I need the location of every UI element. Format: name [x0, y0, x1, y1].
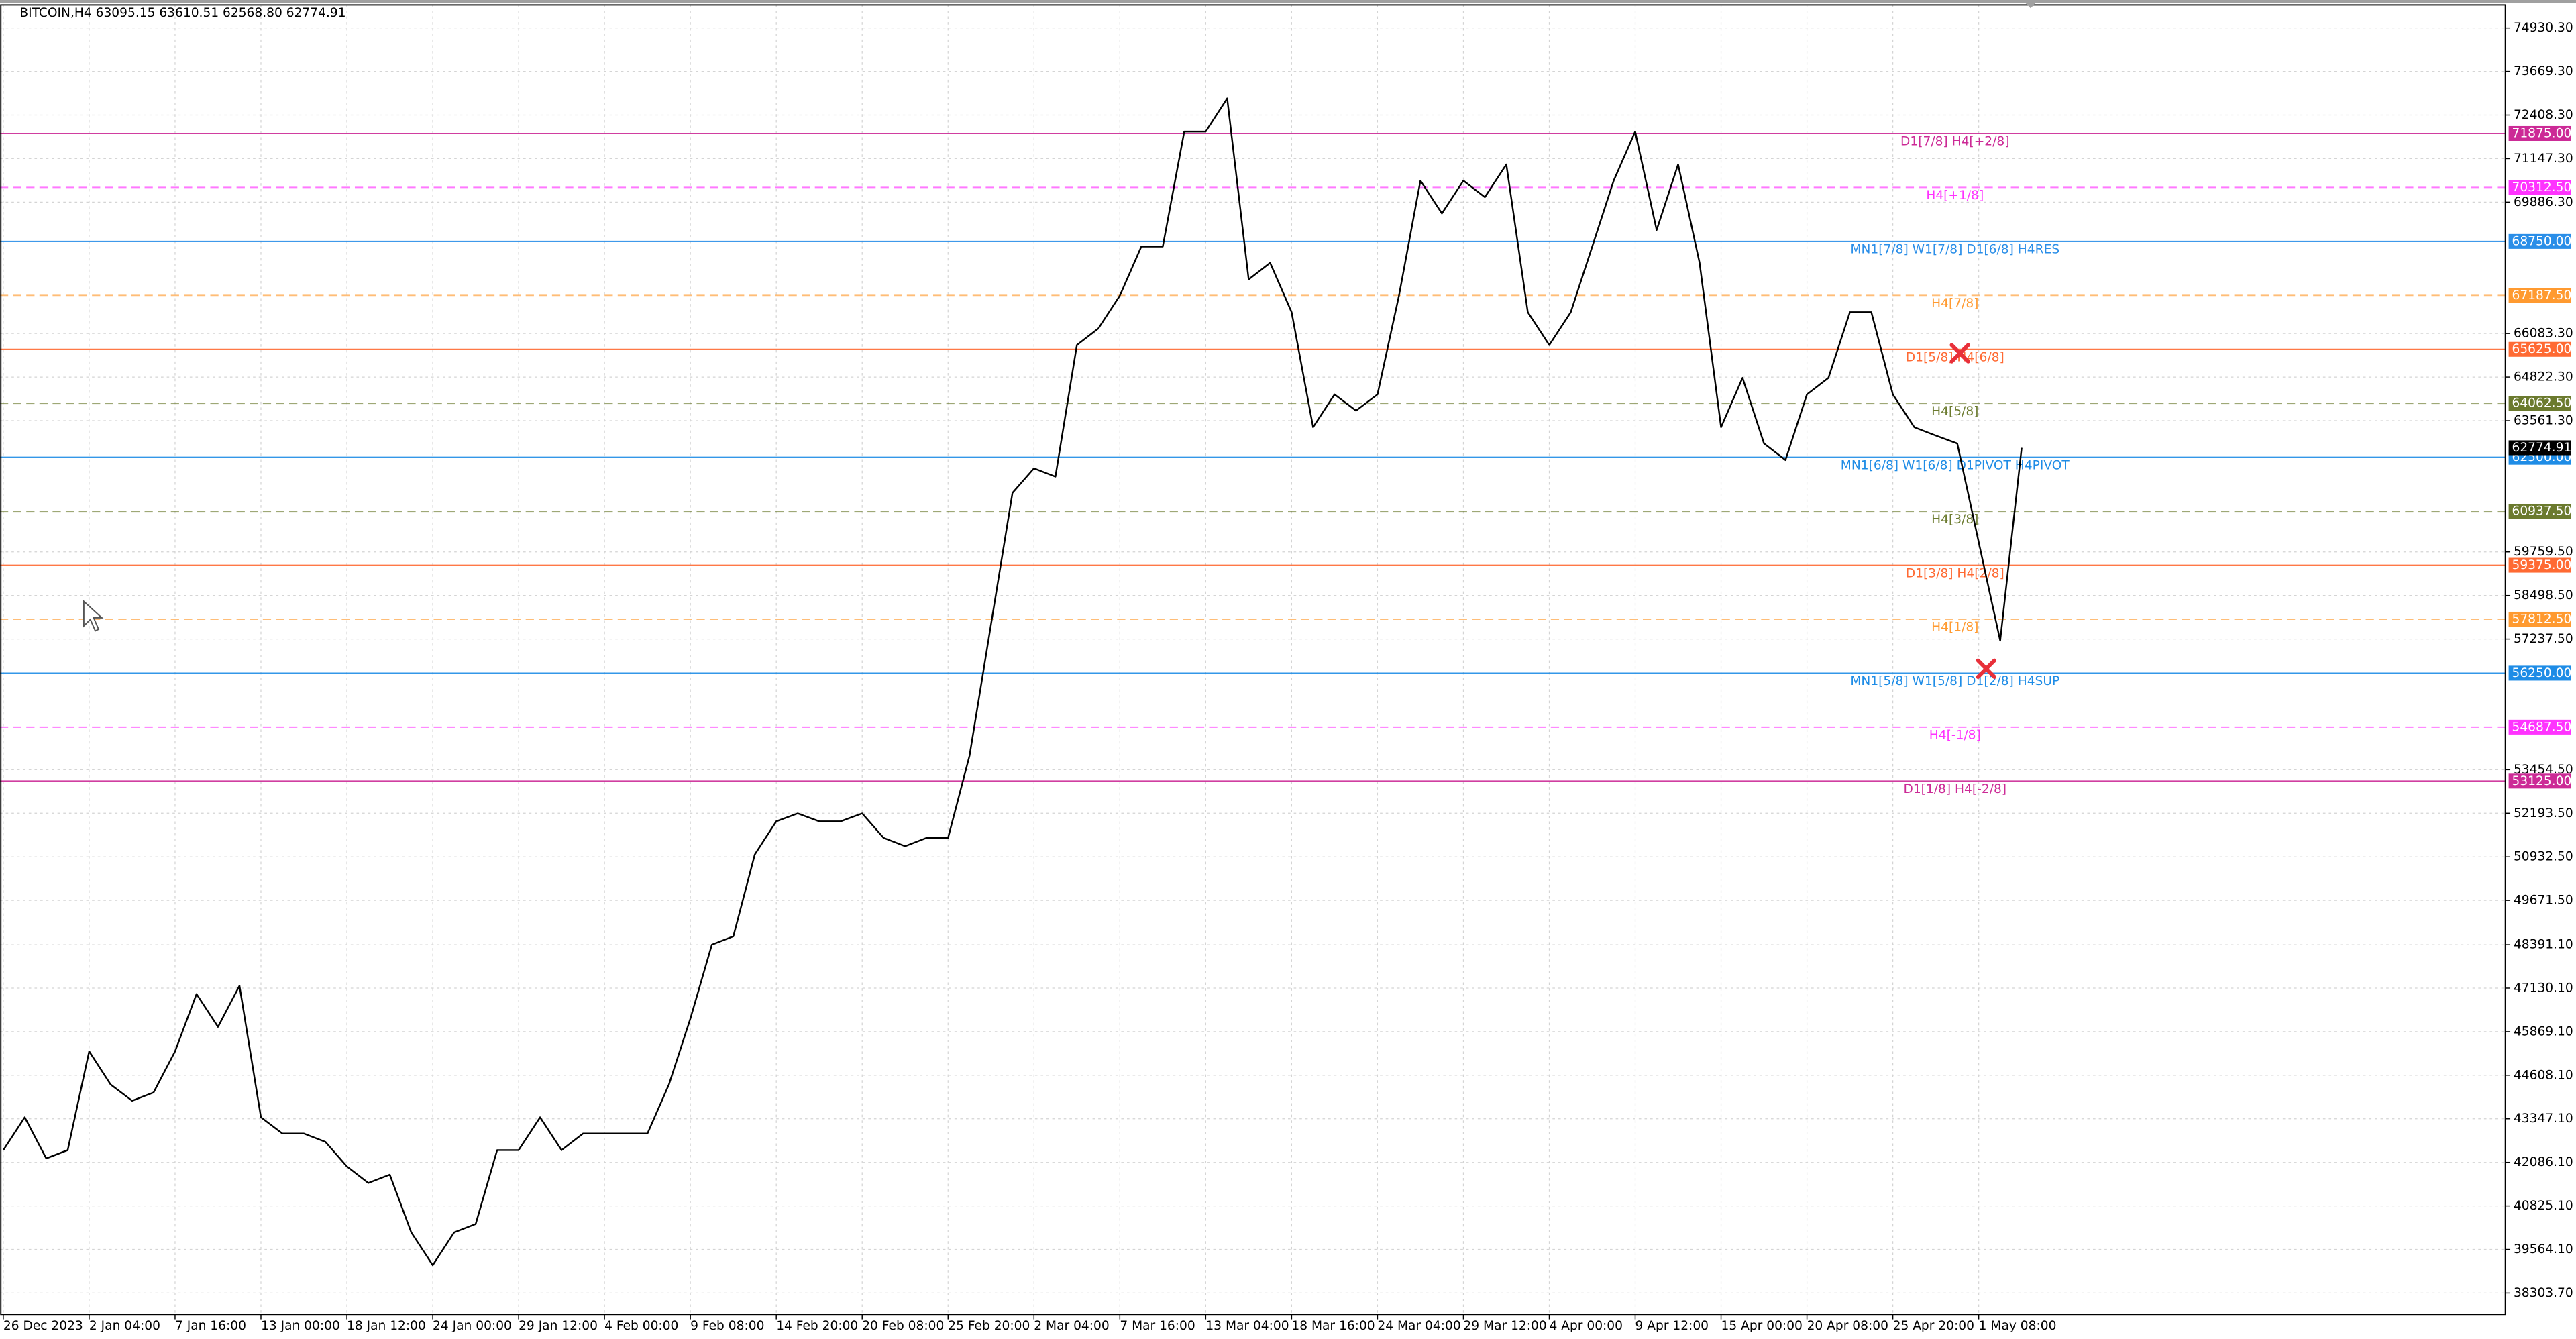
- x-tick-label: 25 Apr 20:00: [1893, 1319, 1974, 1333]
- y-tick-label: 64822.30: [2514, 370, 2573, 384]
- mouse-cursor: [83, 600, 104, 632]
- x-tick-label: 25 Feb 20:00: [948, 1319, 1030, 1333]
- level-price-label: 68750.00: [2512, 234, 2571, 248]
- y-tick-label: 57237.50: [2514, 632, 2573, 646]
- x-tick-label: 14 Feb 20:00: [776, 1319, 858, 1333]
- level-label: H4[7/8]: [1931, 297, 1978, 311]
- level-price-label: 67187.50: [2512, 288, 2571, 303]
- x-tick-label: 1 May 08:00: [1979, 1319, 2057, 1333]
- plot: [2, 97, 2023, 1267]
- plot-frame: [0, 4, 2506, 1316]
- y-tick-label: 69886.30: [2514, 195, 2573, 209]
- x-tick-label: 9 Feb 08:00: [690, 1319, 764, 1333]
- y-tick-label: 72408.30: [2514, 108, 2573, 122]
- x-tick-label: 18 Mar 16:00: [1291, 1319, 1375, 1333]
- y-tick-label: 47130.10: [2514, 981, 2573, 995]
- y-tick-label: 52193.50: [2514, 806, 2573, 820]
- cross-mark: [1949, 343, 1996, 679]
- x-tick-label: 24 Mar 04:00: [1377, 1319, 1460, 1333]
- level-label: D1[1/8] H4[-2/8]: [1903, 782, 2006, 796]
- x-tick-label: 26 Dec 2023: [3, 1319, 83, 1333]
- level-price-box: [2508, 288, 2571, 303]
- level-price-box: [2508, 665, 2571, 681]
- level-label: H4[5/8]: [1931, 405, 1978, 419]
- x-tick-label: 29 Mar 12:00: [1463, 1319, 1546, 1333]
- x-tick-label: 2 Jan 04:00: [89, 1319, 160, 1333]
- y-tick-label: 53454.50: [2514, 763, 2573, 777]
- level-label: H4[1/8]: [1931, 621, 1978, 635]
- y-tick-label: 48391.10: [2514, 938, 2573, 952]
- level-price-label: 70312.50: [2512, 180, 2571, 195]
- level-price-label: 59375.00: [2512, 558, 2571, 572]
- x-tick-label: 20 Feb 08:00: [862, 1319, 944, 1333]
- y-tick-label: 73669.30: [2514, 64, 2573, 78]
- level-price-box: [2508, 233, 2571, 249]
- y-tick-label: 43347.10: [2514, 1112, 2573, 1126]
- level-price-label: 60937.50: [2512, 504, 2571, 519]
- current-price-label: 62774.91: [2512, 441, 2571, 455]
- grid: [0, 5, 2506, 1315]
- level-price-box: [2508, 396, 2571, 411]
- y-tick-label: 58498.50: [2514, 588, 2573, 602]
- level-label: H4[3/8]: [1931, 513, 1978, 527]
- level-label: MN1[5/8] W1[5/8] D1[2/8] H4SUP: [1850, 674, 2059, 688]
- price-line: [2, 97, 2023, 1267]
- level-price-label: 65625.00: [2512, 342, 2571, 356]
- y-tick-label: 71147.30: [2514, 152, 2573, 166]
- x-tick-label: 4 Feb 00:00: [604, 1319, 678, 1333]
- level-price-label: 53125.00: [2512, 774, 2571, 788]
- y-tick-label: 74930.30: [2514, 21, 2573, 35]
- level-label: MN1[6/8] W1[6/8] D1PIVOT H4PIVOT: [1841, 458, 2070, 472]
- y-tick-label: 42086.10: [2514, 1155, 2573, 1169]
- x-tick-label: 7 Mar 16:00: [1120, 1319, 1195, 1333]
- level-price-box: [2508, 180, 2571, 195]
- x-tick-label: 29 Jan 12:00: [519, 1319, 598, 1333]
- y-tick-label: 38303.70: [2514, 1286, 2573, 1300]
- axes: 74930.30 73669.30 72408.30 71147.30 69886.30…: [3, 21, 2573, 1333]
- x-tick-label: 9 Apr 12:00: [1635, 1319, 1709, 1333]
- level-price-label: 56250.00: [2512, 666, 2571, 680]
- level-price-label: 71875.00: [2512, 126, 2571, 140]
- y-tick-label: 63561.30: [2514, 414, 2573, 428]
- level-price-label: 64062.50: [2512, 396, 2571, 411]
- x-tick-label: 13 Jan 00:00: [261, 1319, 340, 1333]
- y-tick-label: 45869.10: [2514, 1024, 2573, 1038]
- level-label: D1[7/8] H4[+2/8]: [1900, 135, 2009, 149]
- y-tick-label: 49671.50: [2514, 894, 2573, 908]
- level-price-box: [2508, 611, 2571, 627]
- y-tick-label: 50932.50: [2514, 850, 2573, 864]
- x-tick-label: 18 Jan 12:00: [347, 1319, 426, 1333]
- level-label: H4[-1/8]: [1929, 729, 1981, 743]
- level-label: MN1[7/8] W1[7/8] D1[6/8] H4RES: [1850, 243, 2059, 257]
- y-tick-label: 44608.10: [2514, 1068, 2573, 1082]
- level-price-label: 57812.50: [2512, 612, 2571, 626]
- level-price-box: [2508, 341, 2571, 357]
- chart-header: BITCOIN,H4 63095.15 63610.51 62568.80 62…: [19, 6, 345, 20]
- level-price-box: [2508, 557, 2571, 573]
- x-tick-label: 2 Mar 04:00: [1034, 1319, 1109, 1333]
- x-tick-label: 7 Jan 16:00: [175, 1319, 246, 1333]
- level-label: H4[+1/8]: [1926, 189, 1984, 203]
- shift-marker: [2024, 1, 2037, 9]
- level-price-label: 54687.50: [2512, 720, 2571, 734]
- level-price-box: [2508, 125, 2571, 141]
- level-price-box: [2508, 504, 2571, 519]
- x-tick-label: 4 Apr 00:00: [1549, 1319, 1623, 1333]
- y-tick-label: 39564.10: [2514, 1242, 2573, 1256]
- x-tick-label: 15 Apr 00:00: [1721, 1319, 1803, 1333]
- x-tick-label: 13 Mar 04:00: [1205, 1319, 1289, 1333]
- y-tick-label: 66083.30: [2514, 327, 2573, 341]
- level-label: D1[3/8] H4[2/8]: [1906, 566, 2004, 580]
- level-price-box: [2508, 773, 2571, 789]
- x-tick-label: 20 Apr 08:00: [1807, 1319, 1888, 1333]
- levels: D1[7/8] H4[+2/8] H4[+1/8] MN1[7/8] W1[7/8]…: [0, 132, 2506, 796]
- level-price-box: [2508, 719, 2571, 735]
- x-tick-label: 24 Jan 00:00: [433, 1319, 512, 1333]
- y-tick-label: 40825.10: [2514, 1199, 2573, 1213]
- y-tick-label: 59759.50: [2514, 545, 2573, 559]
- current-price-box: [2508, 440, 2571, 456]
